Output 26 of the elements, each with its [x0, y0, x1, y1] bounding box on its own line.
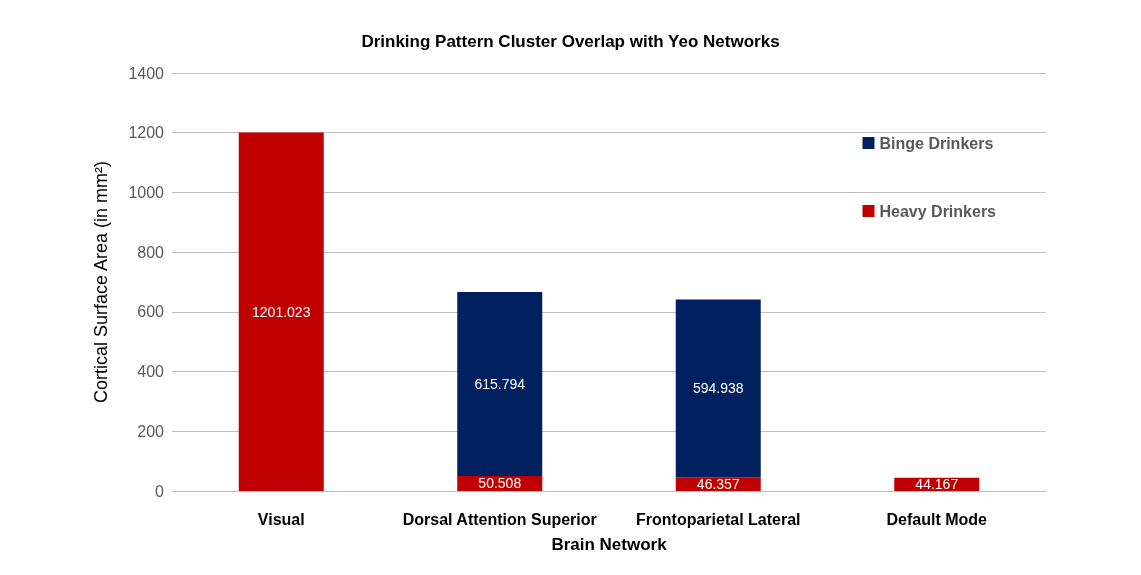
y-tick-label: 600: [137, 303, 165, 321]
x-tick-label: Frontoparietal Lateral: [636, 510, 801, 528]
x-tick-label: Dorsal Attention Superior: [402, 510, 597, 528]
legend-label: Heavy Drinkers: [879, 202, 997, 220]
x-tick-label: Default Mode: [886, 510, 988, 528]
y-tick-label: 200: [137, 422, 165, 440]
data-label: 44.167: [915, 476, 959, 493]
data-label: 50.508: [478, 475, 522, 492]
data-label: 594.938: [692, 380, 744, 397]
y-tick-label: 0: [155, 482, 165, 500]
legend-label: Binge Drinkers: [879, 134, 994, 152]
y-tick-label: 800: [137, 243, 165, 261]
data-label: 615.794: [474, 375, 526, 392]
y-tick-label: 1400: [128, 64, 165, 82]
bar: [238, 132, 324, 491]
y-tick-label: 1000: [128, 183, 165, 201]
x-axis-title: Brain Network: [551, 535, 668, 554]
y-tick-label: 1200: [128, 124, 165, 142]
y-axis-title: Cortical Surface Area (in mm²): [91, 160, 111, 404]
y-tick-label: 400: [137, 363, 165, 381]
x-tick-label: Visual: [257, 510, 305, 528]
bar: [457, 292, 543, 476]
data-label: 1201.023: [252, 303, 311, 320]
data-label: 46.357: [696, 476, 740, 493]
chart-title: Drinking Pattern Cluster Overlap with Yeo Networks: [361, 32, 780, 51]
bar: [675, 299, 761, 478]
